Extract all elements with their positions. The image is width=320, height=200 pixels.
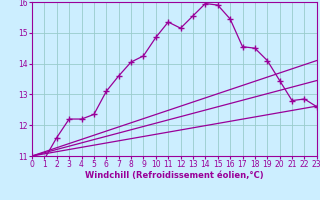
X-axis label: Windchill (Refroidissement éolien,°C): Windchill (Refroidissement éolien,°C) [85, 171, 264, 180]
